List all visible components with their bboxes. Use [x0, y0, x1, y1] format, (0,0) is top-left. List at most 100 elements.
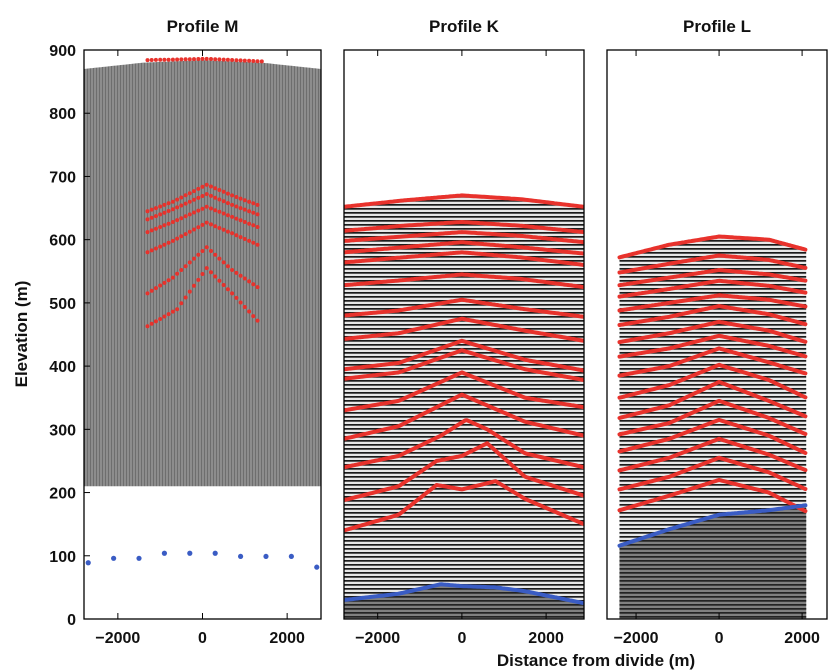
- internal-layer-15: [344, 479, 584, 533]
- x-tick-label: 0: [198, 630, 207, 647]
- layer-point: [183, 295, 188, 300]
- layer-point: [225, 287, 230, 292]
- layer-point: [209, 206, 213, 211]
- layer-point: [153, 246, 158, 251]
- layer-point: [221, 260, 226, 265]
- layer-point: [192, 57, 196, 62]
- internal-layer-16: [617, 477, 808, 514]
- y-tick-label: 0: [67, 612, 76, 629]
- layer-point: [183, 264, 188, 269]
- layer-point: [242, 207, 247, 212]
- layer-point: [234, 295, 239, 300]
- layer-point: [221, 189, 226, 194]
- layer-point: [230, 268, 235, 272]
- layer-point: [187, 57, 192, 62]
- internal-layer-4: [344, 240, 584, 256]
- internal-layer-8: [617, 333, 808, 359]
- x-tick-label: −2000: [614, 630, 659, 647]
- layer-point: [166, 278, 171, 283]
- layer-point: [234, 216, 239, 221]
- panel-title: Profile K: [429, 17, 500, 36]
- x-tick-label: 0: [715, 630, 724, 647]
- internal-layer-3: [145, 192, 260, 222]
- layer-point: [162, 223, 167, 228]
- layer-point: [162, 202, 167, 207]
- layer-point: [234, 195, 239, 199]
- layer-point: [234, 233, 239, 238]
- panel-title: Profile L: [683, 17, 751, 36]
- layer-point: [162, 57, 167, 62]
- layer-point: [200, 206, 205, 211]
- layer-point: [251, 282, 256, 287]
- layer-point: [217, 209, 222, 214]
- layer-point: [200, 222, 205, 227]
- layer-point: [225, 264, 230, 269]
- layer-point: [255, 59, 260, 64]
- axes-frame: [343, 49, 585, 620]
- bed-trace: [617, 503, 808, 548]
- layer-point: [187, 199, 192, 204]
- bed-trace: [344, 582, 584, 605]
- layer-point: [149, 207, 154, 212]
- layer-point: [217, 226, 222, 230]
- layer-point: [179, 195, 184, 200]
- layer-point: [255, 202, 260, 207]
- layer-point: [145, 217, 150, 222]
- panel-profile-l: Profile L −2000 0 2000: [606, 17, 828, 647]
- bed-point: [212, 550, 218, 556]
- internal-layer-5: [344, 250, 584, 267]
- internal-layer-7: [617, 319, 808, 345]
- layer-point: [255, 225, 260, 229]
- layer-point: [145, 324, 150, 329]
- layer-point: [221, 283, 226, 287]
- internal-layer-10: [617, 362, 808, 400]
- bed-point: [314, 564, 320, 570]
- layer-point: [251, 314, 256, 319]
- layer-point: [242, 305, 247, 309]
- layer-point: [175, 236, 180, 241]
- layer-point: [158, 204, 163, 209]
- layer-point: [251, 210, 256, 215]
- layer-point: [221, 227, 226, 232]
- layer-point: [251, 223, 256, 228]
- layer-point: [247, 221, 252, 226]
- layer-point: [145, 209, 150, 214]
- layer-point: [247, 309, 252, 314]
- layer-point: [192, 189, 196, 194]
- x-axis-label: Distance from divide (m): [497, 651, 695, 670]
- layer-point: [192, 197, 196, 202]
- layer-point: [217, 256, 222, 261]
- layer-point: [242, 276, 247, 281]
- layer-point: [251, 240, 256, 245]
- layer-point: [153, 319, 158, 324]
- internal-layer-5: [617, 293, 808, 313]
- x-tick-label: 2000: [269, 630, 305, 647]
- y-tick-label: 800: [49, 106, 76, 123]
- internal-layer-4: [617, 278, 808, 299]
- layer-point: [149, 248, 154, 253]
- panel-profile-m: Profile M −2000 0 2000 0 100 200 300 400 500 600 70…: [49, 17, 322, 647]
- layer-point: [153, 214, 158, 219]
- radargram: [344, 195, 584, 619]
- layer-point: [175, 307, 180, 312]
- y-tick-label: 200: [49, 486, 76, 503]
- y-tick-label: 900: [49, 43, 76, 60]
- layer-point: [153, 57, 158, 62]
- internal-layer-3: [344, 230, 584, 245]
- y-axis-label: Elevation (m): [12, 281, 31, 388]
- layer-point: [175, 218, 180, 223]
- bed-point: [161, 550, 168, 556]
- layer-point: [170, 309, 175, 314]
- layer-point: [192, 283, 196, 288]
- x-tick-label: 0: [457, 630, 466, 647]
- y-tick-label: 100: [49, 549, 76, 566]
- layer-point: [238, 300, 243, 305]
- layer-point: [209, 57, 213, 61]
- layer-point: [196, 225, 201, 230]
- layer-point: [251, 59, 256, 63]
- layer-point: [217, 57, 222, 62]
- layer-point: [259, 59, 264, 64]
- layer-point: [170, 220, 175, 224]
- y-tick-label: 600: [49, 233, 76, 250]
